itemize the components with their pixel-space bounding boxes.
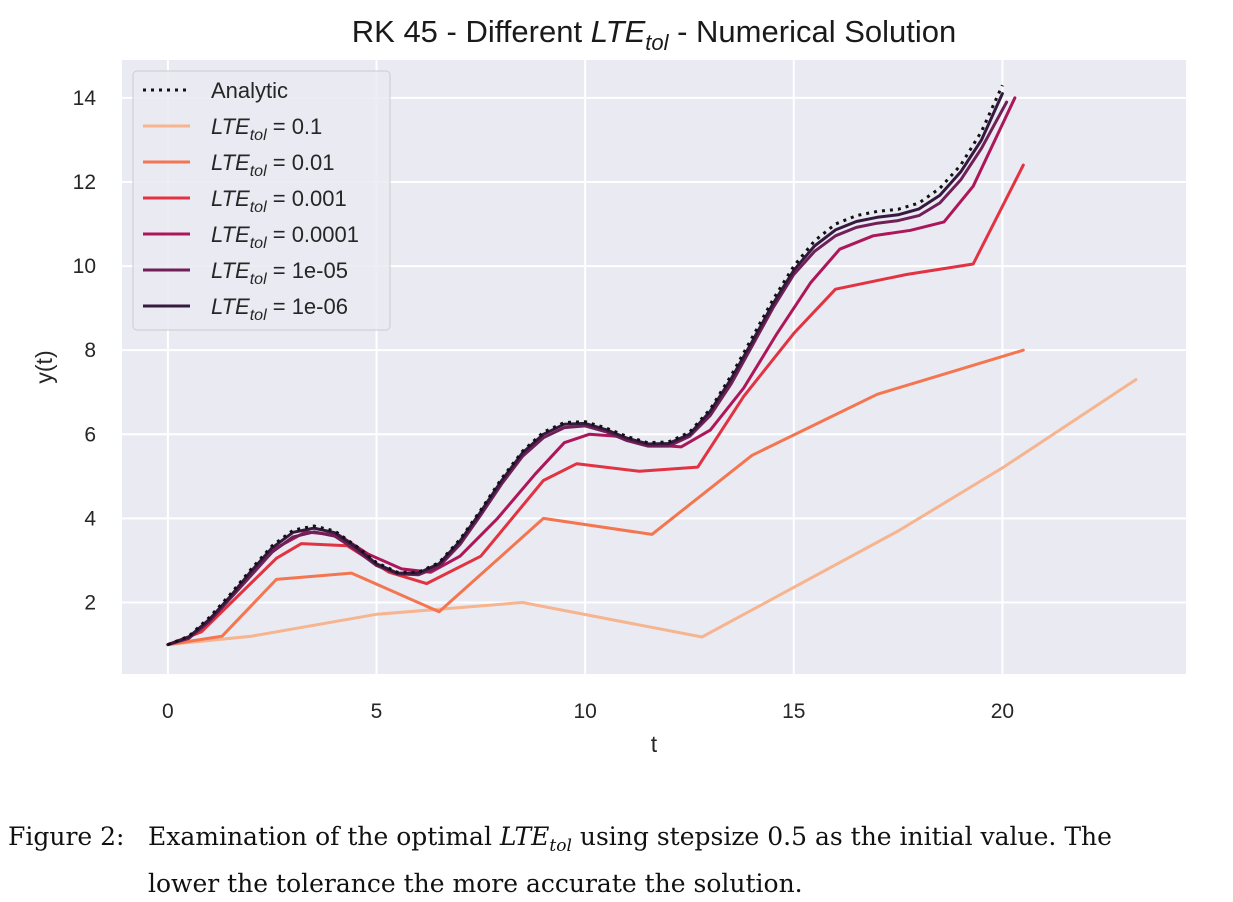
- y-tick-label: 8: [84, 339, 96, 362]
- legend-label: LTEtol = 0.0001: [211, 222, 359, 252]
- x-tick-labels: 0 5 10 15 20: [162, 700, 1014, 723]
- x-tick-label: 0: [162, 700, 174, 723]
- y-tick-label: 10: [73, 255, 96, 278]
- caption-line-1: Figure 2: Examination of the optimal LTEt…: [0, 818, 1233, 865]
- chart: RK 45 - Different LTEtol - Numerical Sol…: [31, 14, 1186, 757]
- y-tick-label: 2: [84, 592, 96, 615]
- x-tick-label: 10: [573, 700, 596, 723]
- y-tick-label: 12: [73, 171, 96, 194]
- caption-line-2: lower the tolerance the more accurate th…: [0, 865, 1233, 902]
- series-line: [166, 348, 1025, 647]
- series-line: [166, 92, 1004, 647]
- caption-tol: tol: [549, 836, 572, 856]
- legend-label: Analytic: [211, 78, 288, 103]
- y-tick-label: 4: [84, 507, 96, 530]
- legend-box: [132, 70, 391, 331]
- x-tick-label: 15: [782, 700, 805, 723]
- series-lines: [166, 84, 1138, 647]
- series-line: [167, 84, 1004, 646]
- grid: [122, 60, 1186, 674]
- y-tick-labels: 2 4 6 8 10 12 14: [73, 87, 97, 615]
- caption-prefix: Figure 2:: [8, 822, 125, 851]
- y-tick-label: 14: [73, 87, 97, 110]
- x-axis-label: t: [651, 731, 658, 757]
- legend-label: LTEtol = 0.01: [211, 150, 335, 180]
- caption-text-b: using stepsize 0.5 as the initial value.…: [571, 822, 1112, 851]
- chart-title: RK 45 - Different LTEtol - Numerical Sol…: [352, 14, 956, 55]
- legend-label: LTEtol = 0.1: [211, 114, 322, 144]
- figure-caption: Figure 2: Examination of the optimal LTEt…: [0, 818, 1233, 902]
- x-tick-label: 5: [371, 700, 383, 723]
- legend: Analytic LTEtol = 0.1 LTEtol = 0.01 LTEtol …: [132, 70, 391, 331]
- x-tick-label: 20: [991, 700, 1014, 723]
- caption-text-c: lower the tolerance the more accurate th…: [148, 869, 803, 898]
- y-axis-label: y(t): [31, 350, 57, 383]
- legend-label: LTEtol = 1e-05: [211, 258, 348, 288]
- series-line: [166, 378, 1138, 647]
- legend-label: LTEtol = 0.001: [211, 186, 347, 216]
- caption-lte: LTE: [499, 822, 550, 851]
- legend-label: LTEtol = 1e-06: [211, 294, 348, 324]
- y-tick-label: 6: [84, 423, 96, 446]
- series-line: [166, 100, 1009, 647]
- caption-text-a: Examination of the optimal: [148, 822, 500, 851]
- series-line: [166, 163, 1025, 647]
